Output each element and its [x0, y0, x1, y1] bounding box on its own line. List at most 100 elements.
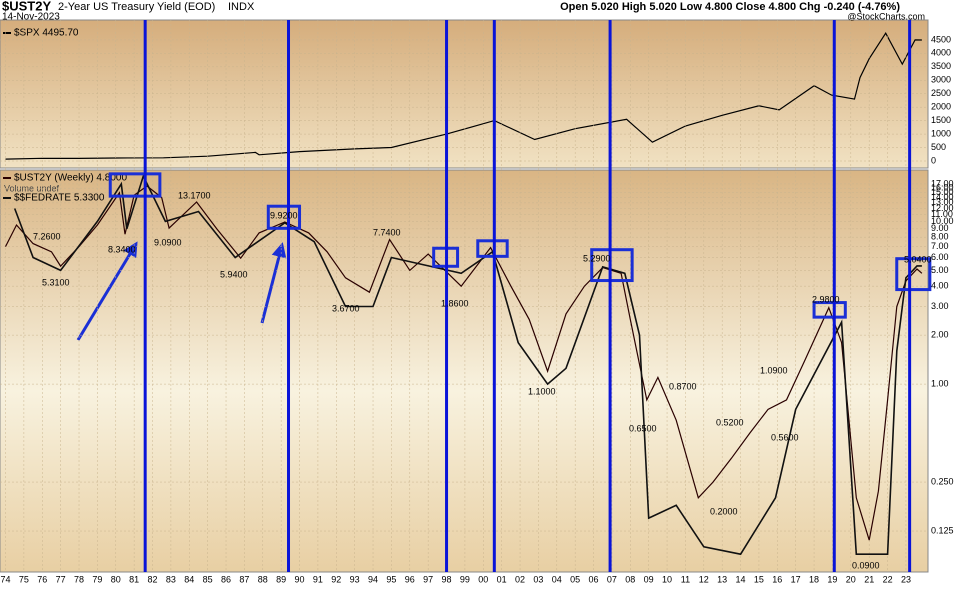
x-tick-label: 22	[883, 574, 893, 584]
x-tick-label: 15	[754, 574, 764, 584]
x-tick-label: 19	[827, 574, 837, 584]
x-tick-label: 88	[258, 574, 268, 584]
x-tick-label: 77	[56, 574, 66, 584]
annotation: 7.2600	[33, 231, 61, 241]
arrow	[76, 241, 138, 341]
x-tick-label: 86	[221, 574, 231, 584]
y-tick-label: 3500	[931, 61, 951, 71]
x-tick-label: 96	[405, 574, 415, 584]
quote: Open 5.020 High 5.020 Low 4.800 Close 4.…	[560, 1, 900, 13]
x-tick-label: 81	[129, 574, 139, 584]
x-tick-label: 95	[386, 574, 396, 584]
x-tick-label: 94	[368, 574, 378, 584]
exchange: INDX	[228, 1, 255, 13]
y-tick-label: 2500	[931, 88, 951, 98]
y-tick-label: 6.00	[931, 252, 949, 262]
y-tick-label: 5.00	[931, 265, 949, 275]
x-tick-label: 92	[331, 574, 341, 584]
y-tick-label: 11.00	[931, 209, 953, 219]
y-tick-label: 3000	[931, 75, 951, 85]
x-tick-label: 04	[552, 574, 562, 584]
x-tick-label: 91	[313, 574, 323, 584]
x-tick-label: 07	[607, 574, 617, 584]
annotation: 9.0900	[154, 237, 182, 247]
x-tick-label: 13	[717, 574, 727, 584]
highlight-box	[590, 248, 634, 283]
x-tick-label: 09	[644, 574, 654, 584]
y-tick-label: 16.00	[931, 183, 954, 193]
source: @StockCharts.com	[847, 11, 925, 21]
x-tick-label: 97	[423, 574, 433, 584]
x-tick-label: 98	[442, 574, 452, 584]
y-tick-label: 1.00	[931, 378, 949, 388]
annotation: 0.0900	[852, 560, 880, 570]
x-tick-label: 76	[37, 574, 47, 584]
x-tick-label: 78	[74, 574, 84, 584]
annotation: 0.6500	[629, 423, 657, 433]
y-tick-label: 15.00	[931, 187, 954, 197]
annotation: 5.0400	[904, 254, 932, 264]
y-tick-label: 14.00	[931, 192, 954, 202]
y-tick-label: 4000	[931, 48, 951, 58]
x-tick-label: 16	[772, 574, 782, 584]
y-tick-label: 7.00	[931, 241, 949, 251]
y-tick-label: 12.00	[931, 203, 954, 213]
highlight-box	[108, 172, 162, 198]
x-tick-label: 85	[203, 574, 213, 584]
x-tick-label: 08	[625, 574, 635, 584]
annotation: 1.0900	[760, 365, 788, 375]
x-tick-label: 11	[681, 574, 690, 584]
y-tick-label: 9.00	[931, 223, 949, 233]
annotation: 0.5600	[771, 432, 799, 442]
x-tick-label: 05	[570, 574, 580, 584]
annotation: 0.8700	[669, 381, 697, 391]
x-tick-label: 23	[901, 574, 911, 584]
y-tick-label: 4500	[931, 34, 951, 44]
annotation: 5.9400	[220, 269, 248, 279]
series-line	[5, 32, 922, 160]
y-tick-label: 2000	[931, 102, 951, 112]
x-tick-label: 20	[846, 574, 856, 584]
y-tick-label: 3.00	[931, 301, 949, 311]
legend-label: $UST2Y (Weekly) 4.8000	[14, 173, 127, 184]
y-tick-label: 0.250	[931, 476, 954, 486]
series-line	[13, 173, 922, 556]
x-tick-label: 82	[148, 574, 158, 584]
annotation: 9.9200	[270, 210, 298, 220]
y-tick-label: 13.00	[931, 197, 954, 207]
x-tick-label: 02	[515, 574, 525, 584]
highlight-box	[895, 257, 932, 292]
x-tick-label: 18	[809, 574, 819, 584]
x-tick-label: 14	[736, 574, 746, 584]
annotation: 3.6700	[332, 303, 360, 313]
x-tick-label: 00	[478, 574, 488, 584]
x-tick-label: 80	[111, 574, 121, 584]
top-panel	[0, 19, 929, 169]
x-tick-label: 79	[92, 574, 102, 584]
x-tick-label: 90	[295, 574, 305, 584]
x-tick-label: 12	[699, 574, 709, 584]
x-tick-label: 21	[864, 574, 874, 584]
x-tick-label: 17	[791, 574, 801, 584]
date: 14-Nov-2023	[2, 12, 60, 23]
legend-label: $SPX 4495.70	[14, 28, 79, 39]
x-tick-label: 84	[184, 574, 194, 584]
annotation: 1.1000	[528, 386, 556, 396]
x-tick-label: 89	[276, 574, 286, 584]
x-tick-label: 83	[166, 574, 176, 584]
x-tick-label: 87	[239, 574, 249, 584]
highlight-box	[812, 301, 847, 319]
x-tick-label: 10	[662, 574, 672, 584]
annotation: 0.2000	[710, 506, 738, 516]
annotation: 5.2900	[583, 253, 611, 263]
symbol: $UST2Y	[2, 0, 51, 13]
y-tick-label: 500	[931, 142, 946, 152]
annotation: 0.5200	[716, 417, 744, 427]
x-tick-label: 74	[1, 574, 11, 584]
y-tick-label: 8.00	[931, 232, 949, 242]
y-tick-label: 0.125	[931, 525, 954, 535]
annotation: 2.9800	[812, 294, 840, 304]
annotation: 1.8600	[441, 298, 469, 308]
y-tick-label: 1500	[931, 115, 951, 125]
